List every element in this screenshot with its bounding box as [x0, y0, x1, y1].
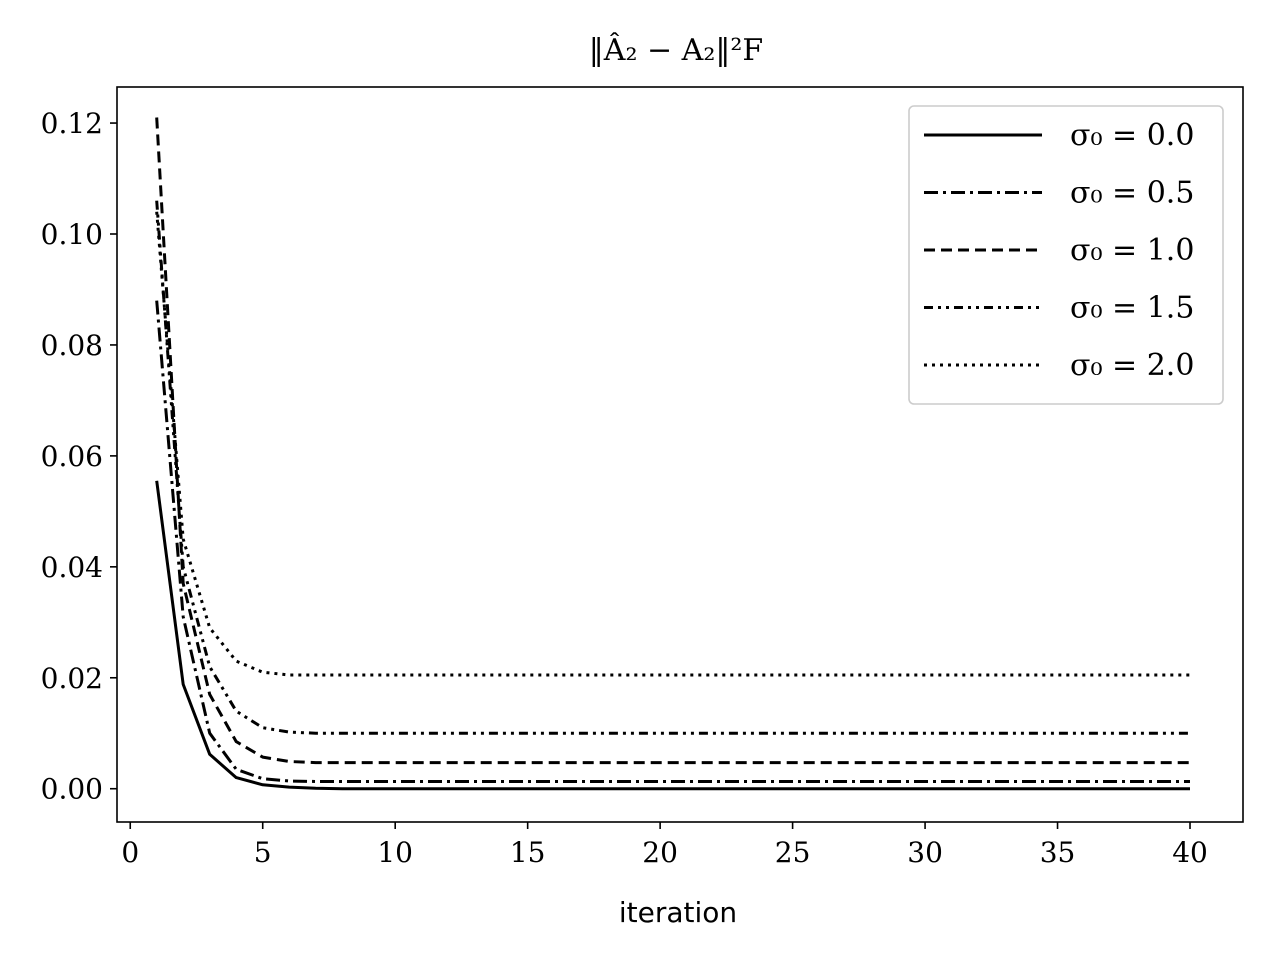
y-tick-label: 0.04 — [41, 551, 103, 584]
x-tick-label: 5 — [254, 836, 272, 869]
x-tick-label: 10 — [377, 836, 413, 869]
y-tick-label: 0.06 — [41, 440, 103, 473]
series-line-1 — [155, 300, 1190, 783]
y-tick-label: 0.08 — [41, 329, 103, 362]
x-tick-label: 15 — [510, 836, 546, 869]
series-lines — [155, 117, 1190, 791]
series-line-0 — [155, 480, 1190, 791]
x-tick-label: 40 — [1172, 836, 1208, 869]
series-line-3 — [155, 200, 1190, 735]
x-tick-label: 20 — [642, 836, 678, 869]
legend-label: σ₀ = 0.5 — [1070, 176, 1194, 211]
chart-title: ‖Â₂ − A₂‖²F — [589, 32, 763, 68]
legend-box — [908, 105, 1224, 405]
series-line-2 — [155, 117, 1190, 765]
y-tick-label: 0.00 — [41, 773, 103, 806]
x-axis: 0 5 10 15 20 25 30 35 40 — [121, 822, 1208, 869]
legend: σ₀ = 0.0 σ₀ = 0.5 σ₀ = 1.0 σ₀ = 1.5 σ₀ = 2.0 — [908, 105, 1224, 405]
legend-label: σ₀ = 2.0 — [1070, 348, 1194, 383]
x-tick-label: 25 — [775, 836, 811, 869]
x-axis-title: iteration — [619, 896, 737, 929]
y-tick-label: 0.02 — [41, 662, 103, 695]
y-tick-label: 0.10 — [41, 218, 103, 251]
x-tick-label: 0 — [121, 836, 139, 869]
y-tick-label: 0.12 — [41, 107, 103, 140]
legend-label: σ₀ = 1.5 — [1070, 291, 1194, 326]
x-tick-label: 30 — [907, 836, 943, 869]
x-tick-label: 35 — [1040, 836, 1076, 869]
legend-label: σ₀ = 1.0 — [1070, 233, 1194, 268]
legend-label: σ₀ = 0.0 — [1070, 118, 1194, 153]
y-axis: 0.00 0.02 0.04 0.06 0.08 0.10 0.12 — [41, 107, 117, 806]
